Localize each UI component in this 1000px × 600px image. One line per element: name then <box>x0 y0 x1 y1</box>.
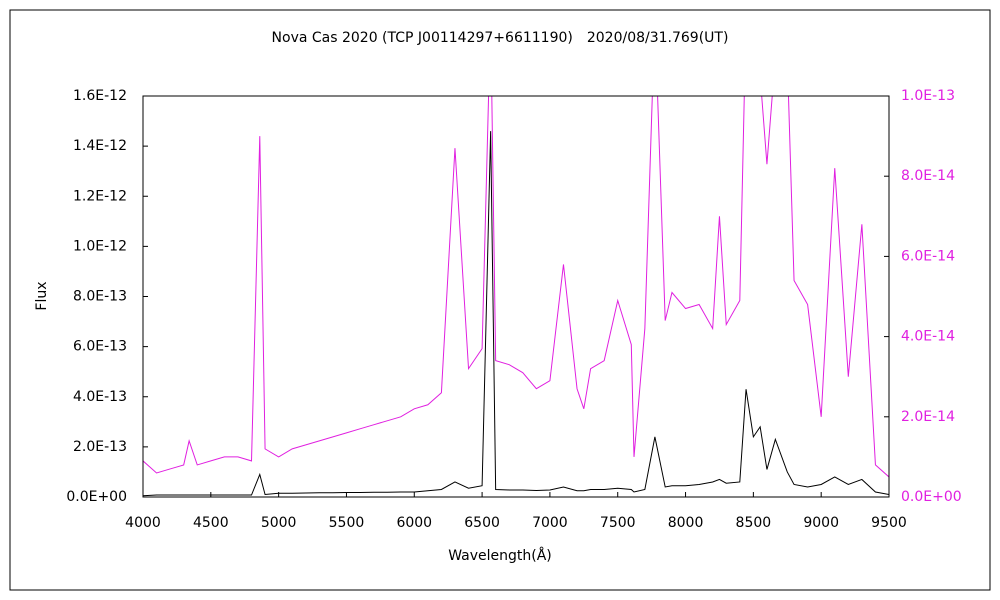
y-tick-label: 4.0E-13 <box>73 389 127 405</box>
y2-tick-label: 8.0E-14 <box>901 168 955 184</box>
x-tick-label: 7500 <box>600 515 636 531</box>
x-tick-label: 6500 <box>464 515 500 531</box>
x-tick-label: 9500 <box>871 515 907 531</box>
x-tick-label: 9000 <box>803 515 839 531</box>
y-tick-label: 8.0E-13 <box>73 289 127 305</box>
y-tick-label: 1.2E-12 <box>73 188 127 204</box>
x-tick-label: 5000 <box>261 515 297 531</box>
y-tick-label: 1.0E-12 <box>73 238 127 254</box>
x-axis-label: Wavelength(Å) <box>448 547 552 564</box>
y2-tick-label: 1.0E-13 <box>901 88 955 104</box>
y2-tick-label: 4.0E-14 <box>901 329 955 345</box>
spectrum-line <box>143 131 889 497</box>
y-tick-label: 1.6E-12 <box>73 88 127 104</box>
x-tick-label: 8500 <box>736 515 772 531</box>
y-tick-label: 1.4E-12 <box>73 138 127 154</box>
x-tick-label: 5500 <box>329 515 365 531</box>
x-tick-label: 4500 <box>193 515 229 531</box>
y-tick-label: 6.0E-13 <box>73 339 127 355</box>
x-tick-label: 4000 <box>125 515 161 531</box>
spectrum-line <box>143 96 889 478</box>
x-tick-label: 8000 <box>668 515 704 531</box>
y-axis-label: Flux <box>34 281 50 310</box>
x-tick-label: 7000 <box>532 515 568 531</box>
chart-title: Nova Cas 2020 (TCP J00114297+6611190) 20… <box>272 30 729 46</box>
y-tick-label: 2.0E-13 <box>73 439 127 455</box>
plot-lines <box>143 96 889 497</box>
chart-frame <box>9 9 991 591</box>
y2-tick-label: 6.0E-14 <box>901 248 955 264</box>
y2-tick-label: 2.0E-14 <box>901 409 955 425</box>
y2-tick-label: 0.0E+00 <box>901 489 962 505</box>
x-tick-label: 6000 <box>396 515 432 531</box>
y-tick-label: 0.0E+00 <box>66 489 127 505</box>
